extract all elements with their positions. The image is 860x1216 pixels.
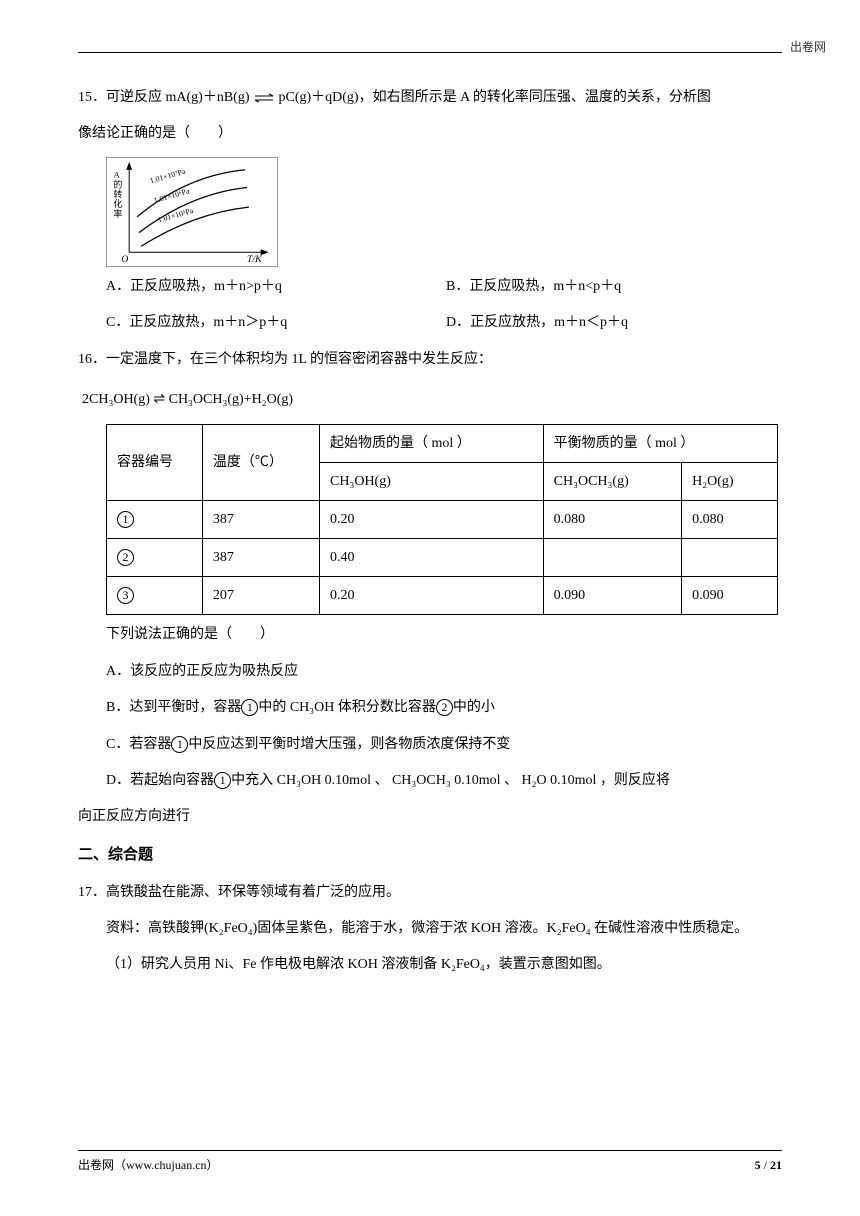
cell-temp: 387: [202, 501, 319, 539]
curve-label-2: 1.01×10⁶Pa: [153, 186, 191, 205]
row-id: 3: [117, 587, 134, 604]
table-header-row1: 容器编号 温度（℃） 起始物质的量（ mol ） 平衡物质的量（ mol ）: [107, 425, 778, 463]
table-row: 2 387 0.40: [107, 539, 778, 577]
circ-1-icon: 1: [241, 699, 258, 716]
table-row: 3 207 0.20 0.090 0.090: [107, 577, 778, 615]
optb-c: 中的小: [453, 700, 495, 715]
svg-text:的: 的: [113, 178, 122, 189]
cell-temp: 387: [202, 539, 319, 577]
footer-left: 出卷网（www.chujuan.cn）: [78, 1157, 219, 1174]
q15-line1: 15．可逆反应 mA(g)＋nB(g) pC(g)＋qD(g)，如右图所示是 A…: [78, 80, 782, 116]
cell-p1: 0.080: [543, 501, 681, 539]
section-heading: 二、综合题: [78, 836, 782, 875]
q15-number: 15．: [78, 90, 106, 105]
circ-2-icon: 2: [436, 699, 453, 716]
q15-option-c: C．正反应放热，m＋n＞p＋q: [106, 305, 446, 341]
page-total: 21: [770, 1158, 782, 1172]
optc-b: 中反应达到平衡时增大压强，则各物质浓度保持不变: [188, 737, 510, 752]
q16-number: 16．: [78, 352, 106, 367]
circ-1c-icon: 1: [214, 772, 231, 789]
q15-option-d: D．正反应放热，m＋n＜p＋q: [446, 305, 628, 341]
cell-temp: 207: [202, 577, 319, 615]
row-id: 1: [117, 511, 134, 528]
cell-start: 0.20: [320, 501, 544, 539]
q16-table: 容器编号 温度（℃） 起始物质的量（ mol ） 平衡物质的量（ mol ） C…: [106, 424, 778, 615]
page-content: 15．可逆反应 mA(g)＋nB(g) pC(g)＋qD(g)，如右图所示是 A…: [78, 38, 782, 984]
svg-text:率: 率: [113, 208, 122, 219]
optc-a: C．若容器: [106, 737, 171, 752]
q17-line2: 资料：高铁酸钾(K₂FeO₄)固体呈紫色，能溶于水，微溶于浓 KOH 溶液。K₂…: [78, 911, 782, 947]
q15-option-a: A．正反应吸热，m＋n>p＋q: [106, 269, 446, 305]
q15-text-a: 可逆反应 mA(g)＋nB(g): [106, 90, 253, 105]
footer-page: 5 / 21: [755, 1157, 782, 1174]
th-container: 容器编号: [107, 425, 203, 501]
q15-options-row2: C．正反应放热，m＋n＞p＋q D．正反应放热，m＋n＜p＋q: [78, 305, 782, 341]
q17-text-a: 高铁酸盐在能源、环保等领域有着广泛的应用。: [106, 885, 400, 900]
header-rule: [78, 52, 782, 53]
table-row: 1 387 0.20 0.080 0.080: [107, 501, 778, 539]
graph-xlabel: T/K: [247, 254, 262, 265]
q15-line2: 像结论正确的是（ ）: [78, 116, 782, 152]
q16-text-a: 一定温度下，在三个体积均为 1L 的恒容密闭容器中发生反应：: [106, 352, 492, 367]
q16-line1: 16．一定温度下，在三个体积均为 1L 的恒容密闭容器中发生反应：: [78, 342, 782, 378]
optd-b: 中充入 CH₃OH 0.10mol 、 CH₃OCH₃ 0.10mol 、 H₂…: [231, 773, 670, 788]
th-start: 起始物质的量（ mol ）: [320, 425, 544, 463]
cell-start: 0.40: [320, 539, 544, 577]
q17-line3: （1）研究人员用 Ni、Fe 作电极电解浓 KOH 溶液制备 K₂FeO₄，装置…: [78, 947, 782, 983]
cell-p2: 0.080: [682, 501, 778, 539]
q16-prompt: 下列说法正确的是（ ）: [78, 617, 782, 653]
th-ch3och3: CH₃OCH₃(g): [543, 463, 681, 501]
q16-equation: 2CH₃OH(g) ⇌ CH₃OCH₃(g)+H₂O(g): [78, 382, 782, 418]
th-h2o: H₂O(g): [682, 463, 778, 501]
page-sep: /: [761, 1158, 770, 1172]
brand-label: 出卷网: [790, 32, 826, 63]
th-temp: 温度（℃）: [202, 425, 319, 501]
circ-1b-icon: 1: [171, 736, 188, 753]
q17-line1: 17．高铁酸盐在能源、环保等领域有着广泛的应用。: [78, 875, 782, 911]
q16-option-b: B．达到平衡时，容器1中的 CH₃OH 体积分数比容器2中的小: [78, 690, 782, 726]
q16-option-c: C．若容器1中反应达到平衡时增大压强，则各物质浓度保持不变: [78, 727, 782, 763]
svg-text:化: 化: [113, 198, 122, 209]
cell-start: 0.20: [320, 577, 544, 615]
row-id: 2: [117, 549, 134, 566]
q15-text-b: pC(g)＋qD(g)，如右图所示是 A 的转化率同压强、温度的关系，分析图: [275, 90, 711, 105]
svg-text:转: 转: [113, 188, 122, 199]
optb-b: 中的 CH₃OH 体积分数比容器: [258, 700, 436, 715]
cell-p2: 0.090: [682, 577, 778, 615]
th-eq: 平衡物质的量（ mol ）: [543, 425, 777, 463]
q15-options-row1: A．正反应吸热，m＋n>p＋q B．正反应吸热，m＋n<p＋q: [78, 269, 782, 305]
q15-option-b: B．正反应吸热，m＋n<p＋q: [446, 269, 621, 305]
cell-p1: [543, 539, 681, 577]
q16-option-d: D．若起始向容器1中充入 CH₃OH 0.10mol 、 CH₃OCH₃ 0.1…: [78, 763, 782, 799]
optb-a: B．达到平衡时，容器: [106, 700, 241, 715]
th-ch3oh: CH₃OH(g): [320, 463, 544, 501]
cell-p1: 0.090: [543, 577, 681, 615]
q16-option-a: A．该反应的正反应为吸热反应: [78, 654, 782, 690]
q16-option-d-cont: 向正反应方向进行: [78, 799, 782, 835]
svg-text:O: O: [121, 254, 128, 265]
optd-a: D．若起始向容器: [106, 773, 214, 788]
graph-ylabel: A: [113, 169, 120, 179]
curve-label-1: 1.01×10⁷Pa: [149, 166, 187, 185]
equilibrium-arrow-icon: [253, 93, 275, 103]
q17-number: 17．: [78, 885, 106, 900]
cell-p2: [682, 539, 778, 577]
q15-graph: A 的 转 化 率 O T/K 1.01×10⁷Pa 1.01×10⁶Pa 1.…: [106, 157, 278, 267]
page-footer: 出卷网（www.chujuan.cn） 5 / 21: [78, 1150, 782, 1174]
